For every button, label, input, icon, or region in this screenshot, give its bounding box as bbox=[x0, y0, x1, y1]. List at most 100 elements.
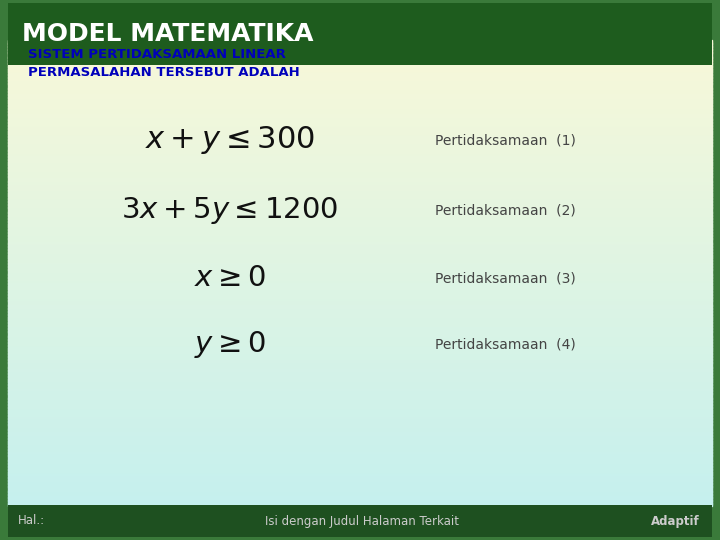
Bar bbox=[8, 401, 712, 403]
Bar bbox=[8, 347, 712, 349]
Bar bbox=[8, 232, 712, 234]
Bar bbox=[8, 318, 712, 320]
Bar bbox=[8, 285, 712, 287]
Bar bbox=[8, 298, 712, 299]
Bar bbox=[8, 505, 712, 537]
Bar bbox=[8, 192, 712, 194]
Text: Pertidaksamaan  (3): Pertidaksamaan (3) bbox=[435, 271, 576, 285]
Text: Pertidaksamaan  (1): Pertidaksamaan (1) bbox=[435, 133, 576, 147]
Bar bbox=[8, 489, 712, 491]
Bar bbox=[8, 369, 712, 370]
Bar bbox=[8, 325, 712, 327]
Bar bbox=[8, 275, 712, 278]
Bar bbox=[8, 462, 712, 464]
Bar bbox=[8, 254, 712, 256]
Bar bbox=[8, 164, 712, 166]
Bar bbox=[8, 193, 712, 195]
Bar bbox=[8, 330, 712, 332]
Bar bbox=[8, 246, 712, 248]
Bar bbox=[8, 300, 712, 302]
Bar bbox=[8, 271, 712, 273]
Bar bbox=[8, 483, 712, 485]
Bar bbox=[8, 451, 712, 453]
Bar bbox=[8, 387, 712, 389]
Bar bbox=[8, 417, 712, 418]
Bar bbox=[8, 252, 712, 254]
Bar bbox=[8, 289, 712, 292]
Bar bbox=[8, 460, 712, 462]
Bar bbox=[8, 491, 712, 493]
Bar bbox=[8, 152, 712, 154]
Bar bbox=[8, 262, 712, 264]
Bar bbox=[8, 129, 712, 130]
Bar bbox=[8, 496, 712, 498]
Bar bbox=[8, 499, 712, 501]
Bar bbox=[8, 266, 712, 268]
Bar bbox=[8, 170, 712, 172]
Bar bbox=[8, 308, 712, 310]
Bar bbox=[8, 311, 712, 313]
Bar bbox=[8, 186, 712, 188]
Bar bbox=[8, 268, 712, 270]
Bar bbox=[8, 159, 712, 161]
Bar bbox=[8, 125, 712, 127]
Bar bbox=[8, 409, 712, 411]
Bar bbox=[8, 209, 712, 211]
Bar bbox=[8, 62, 712, 64]
Bar bbox=[8, 477, 712, 479]
Text: SISTEM PERTIDAKSAMAAN LINEAR: SISTEM PERTIDAKSAMAAN LINEAR bbox=[28, 48, 286, 61]
Bar bbox=[8, 303, 712, 306]
Bar bbox=[8, 424, 712, 427]
Bar bbox=[8, 102, 712, 104]
Bar bbox=[8, 259, 712, 261]
Text: $3x + 5y \leq 1200$: $3x + 5y \leq 1200$ bbox=[122, 194, 338, 226]
Bar bbox=[8, 302, 712, 304]
Bar bbox=[8, 492, 712, 495]
Bar bbox=[8, 96, 712, 98]
Bar bbox=[8, 361, 712, 363]
Bar bbox=[8, 328, 712, 330]
Bar bbox=[8, 420, 712, 422]
Bar bbox=[8, 307, 712, 309]
Bar bbox=[8, 339, 712, 341]
Bar bbox=[8, 202, 712, 205]
Bar bbox=[8, 396, 712, 399]
Bar bbox=[8, 443, 712, 445]
Text: Hal.:: Hal.: bbox=[18, 515, 45, 528]
Bar bbox=[8, 342, 712, 345]
Bar bbox=[8, 66, 712, 69]
Bar bbox=[8, 168, 712, 171]
Bar bbox=[8, 148, 712, 151]
Bar bbox=[8, 76, 712, 78]
Bar bbox=[8, 110, 712, 112]
Bar bbox=[8, 49, 712, 51]
Bar bbox=[8, 175, 712, 177]
Bar bbox=[8, 305, 712, 307]
Bar bbox=[8, 248, 712, 249]
Bar bbox=[8, 179, 712, 181]
Bar bbox=[8, 113, 712, 115]
Bar bbox=[8, 501, 712, 502]
Bar bbox=[8, 74, 712, 76]
Bar bbox=[8, 206, 712, 208]
Bar bbox=[8, 412, 712, 414]
Bar bbox=[8, 48, 712, 50]
Bar bbox=[8, 217, 712, 219]
Bar bbox=[8, 220, 712, 222]
Bar bbox=[8, 497, 712, 500]
Bar bbox=[8, 134, 712, 137]
Bar bbox=[8, 367, 712, 369]
Bar bbox=[8, 234, 712, 236]
Bar bbox=[8, 178, 712, 180]
Bar bbox=[8, 466, 712, 468]
Bar bbox=[8, 494, 712, 496]
Bar bbox=[8, 503, 712, 505]
Text: MODEL MATEMATIKA: MODEL MATEMATIKA bbox=[22, 22, 313, 46]
Bar bbox=[8, 296, 712, 298]
Bar bbox=[8, 359, 712, 361]
Bar bbox=[8, 485, 712, 487]
Bar bbox=[8, 195, 712, 197]
Bar bbox=[8, 338, 712, 340]
Bar bbox=[8, 207, 712, 210]
Bar bbox=[8, 106, 712, 109]
